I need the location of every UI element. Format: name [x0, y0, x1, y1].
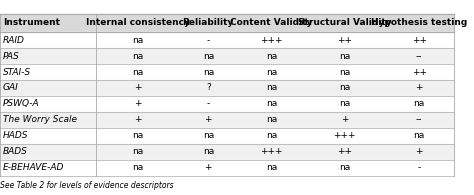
Text: +++: +++: [333, 131, 356, 140]
Text: na: na: [203, 52, 214, 61]
Text: PSWQ-A: PSWQ-A: [3, 99, 39, 108]
Bar: [0, 160, 455, 176]
Text: --: --: [416, 52, 422, 61]
Text: ++: ++: [337, 147, 352, 156]
Text: -: -: [418, 163, 421, 172]
Text: +: +: [415, 83, 423, 92]
Text: na: na: [339, 99, 350, 108]
Text: Content Validity: Content Validity: [230, 19, 312, 27]
Text: +++: +++: [260, 147, 283, 156]
Text: +: +: [415, 147, 423, 156]
Text: --: --: [416, 115, 422, 124]
Text: na: na: [339, 67, 350, 77]
Text: na: na: [266, 115, 277, 124]
Text: na: na: [266, 99, 277, 108]
Bar: [0, 144, 455, 160]
Text: +++: +++: [260, 36, 283, 45]
Bar: [0, 96, 455, 112]
Text: +: +: [134, 83, 141, 92]
Text: E-BEHAVE-AD: E-BEHAVE-AD: [3, 163, 64, 172]
Text: na: na: [339, 83, 350, 92]
Text: na: na: [266, 67, 277, 77]
Text: na: na: [266, 52, 277, 61]
Text: na: na: [132, 163, 143, 172]
Text: Instrument: Instrument: [3, 19, 60, 27]
Bar: [0, 64, 455, 80]
Text: Reliability: Reliability: [182, 19, 234, 27]
Text: na: na: [203, 67, 214, 77]
Text: na: na: [339, 163, 350, 172]
Text: Hypothesis testing: Hypothesis testing: [371, 19, 467, 27]
Text: na: na: [266, 163, 277, 172]
Text: ++: ++: [337, 36, 352, 45]
Text: na: na: [266, 131, 277, 140]
Bar: [0, 80, 455, 96]
Text: -: -: [207, 36, 210, 45]
Text: na: na: [132, 131, 143, 140]
Bar: [0, 32, 455, 48]
Bar: [0, 48, 455, 64]
Text: See Table 2 for levels of evidence descriptors: See Table 2 for levels of evidence descr…: [0, 181, 173, 190]
Text: ++: ++: [411, 67, 427, 77]
Text: na: na: [203, 131, 214, 140]
Text: BADS: BADS: [3, 147, 27, 156]
Bar: [0, 14, 455, 32]
Text: +: +: [205, 163, 212, 172]
Text: ?: ?: [206, 83, 210, 92]
Text: na: na: [203, 147, 214, 156]
Text: na: na: [413, 99, 425, 108]
Text: na: na: [413, 131, 425, 140]
Text: na: na: [132, 52, 143, 61]
Bar: [0, 128, 455, 144]
Text: na: na: [339, 52, 350, 61]
Text: Internal consistency: Internal consistency: [86, 19, 190, 27]
Text: STAI-S: STAI-S: [3, 67, 31, 77]
Text: na: na: [266, 83, 277, 92]
Text: +: +: [341, 115, 348, 124]
Text: +: +: [205, 115, 212, 124]
Bar: [0, 112, 455, 128]
Text: na: na: [132, 36, 143, 45]
Text: Structural Validity: Structural Validity: [298, 19, 392, 27]
Text: RAID: RAID: [3, 36, 25, 45]
Text: HADS: HADS: [3, 131, 28, 140]
Text: -: -: [207, 99, 210, 108]
Text: na: na: [132, 67, 143, 77]
Text: na: na: [132, 147, 143, 156]
Text: The Worry Scale: The Worry Scale: [3, 115, 77, 124]
Text: ++: ++: [411, 36, 427, 45]
Text: GAI: GAI: [3, 83, 18, 92]
Text: +: +: [134, 115, 141, 124]
Text: PAS: PAS: [3, 52, 19, 61]
Text: +: +: [134, 99, 141, 108]
